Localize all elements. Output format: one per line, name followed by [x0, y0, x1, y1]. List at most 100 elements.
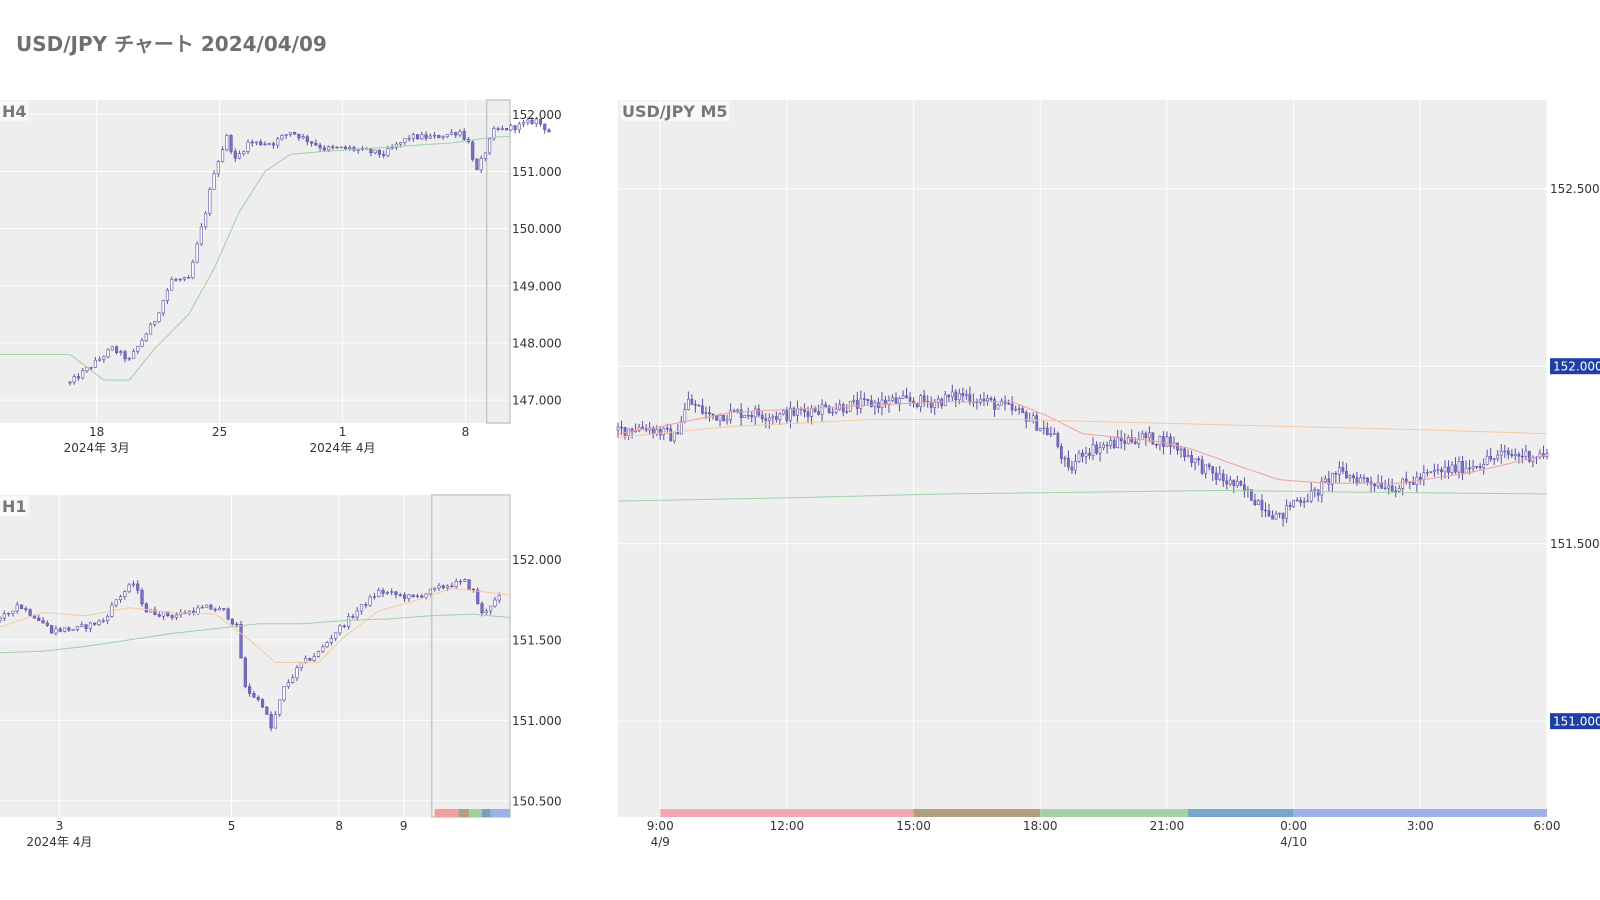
h4-candle [377, 149, 381, 155]
h4-candle [301, 136, 305, 139]
h1-candle [394, 591, 398, 595]
m5-candle [852, 400, 856, 402]
m5-candle [672, 431, 676, 442]
m5-candle [1271, 515, 1274, 520]
m5-candle [1524, 450, 1528, 457]
h1-candle [351, 616, 355, 618]
m5-price-badge [1550, 713, 1600, 730]
h4-candle [199, 226, 203, 245]
m5-candle [1517, 453, 1521, 457]
m5-candle [989, 398, 993, 400]
m5-candle [968, 394, 972, 403]
m5-candle [774, 416, 778, 420]
m5-candle [1355, 477, 1359, 484]
h4-candle [348, 147, 352, 149]
m5-candle [1478, 466, 1482, 468]
m5-candle [623, 426, 627, 436]
m5-candle [1313, 489, 1317, 492]
m5-candle [637, 426, 641, 432]
m5-candle [891, 397, 894, 401]
h4-candle [216, 161, 220, 175]
m5-candle [1140, 433, 1144, 440]
h4-candle [220, 149, 225, 162]
h4-candle [437, 134, 441, 139]
m5-candle [1464, 467, 1468, 474]
m5-candle [690, 398, 694, 405]
h4-plot-area [0, 100, 510, 423]
h4-candle [115, 346, 119, 353]
m5-x-tick-label: 12:00 [770, 819, 805, 833]
m5-candle [979, 398, 982, 404]
h1-candle [402, 594, 407, 599]
h1-candle [269, 714, 273, 729]
h4-candle [483, 152, 487, 159]
m5-candle [1081, 452, 1084, 457]
h1-x-tick-label: 8 [335, 819, 343, 833]
h4-candle [492, 128, 496, 140]
h4-y-tick-label: 150.000 [512, 222, 562, 236]
m5-candle [1067, 457, 1070, 468]
h1-candle [398, 594, 402, 596]
m5-candle [936, 398, 940, 403]
m5-candle [1186, 455, 1190, 458]
h1-candle [24, 608, 28, 610]
h1-candle [295, 667, 299, 679]
m5-candle [658, 429, 662, 436]
h1-candle [54, 628, 58, 634]
m5-candle [722, 414, 725, 422]
m5-candle [1197, 458, 1200, 461]
h4-x-tick-sublabel: 2024年 4月 [310, 441, 376, 455]
m5-candle [1169, 436, 1172, 447]
m5-candle [1299, 500, 1303, 503]
m5-candle [1513, 453, 1517, 456]
h1-candle [239, 623, 243, 659]
h4-x-tick-label: 8 [462, 425, 470, 439]
m5-candle [1387, 485, 1391, 489]
h4-x-tick-label: 1 [339, 425, 347, 439]
h4-title: H4 [2, 102, 27, 121]
h1-candle [454, 581, 458, 587]
m5-candle [1489, 455, 1493, 460]
h1-candle [144, 603, 148, 613]
m5-candle [620, 426, 623, 429]
m5-candle [965, 394, 968, 397]
h1-candle [153, 609, 157, 615]
m5-x-tick-sublabel: 4/10 [1280, 835, 1307, 849]
m5-candle [1503, 450, 1507, 453]
h1-candle [446, 585, 450, 589]
m5-candle [901, 395, 905, 399]
h1-candle [467, 579, 471, 590]
m5-candle [1267, 510, 1271, 517]
h4-candle [475, 159, 479, 171]
m5-candle [736, 409, 739, 412]
m5-candle [1035, 415, 1039, 431]
m5-candle [961, 393, 965, 397]
h4-candle [428, 135, 432, 139]
m5-candle [1330, 473, 1334, 485]
h1-candle [235, 623, 239, 626]
h1-candle [118, 596, 123, 601]
m5-candle [757, 408, 761, 416]
h4-candle [369, 148, 373, 154]
h1-candle [248, 686, 252, 694]
h4-candle [165, 289, 170, 301]
m5-candle [982, 398, 986, 402]
m5-candle [943, 394, 947, 407]
h4-candle [449, 132, 454, 135]
h4-candle [68, 381, 72, 384]
m5-candle [1070, 466, 1074, 471]
h4-candle [441, 136, 445, 139]
m5-candle [1148, 432, 1151, 439]
h4-highlight-region [485, 99, 511, 424]
h1-candle [260, 699, 265, 708]
m5-candle [1007, 403, 1010, 405]
h1-candle [15, 604, 19, 612]
m5-x-tick-label: 21:00 [1150, 819, 1185, 833]
h1-candle [106, 616, 110, 622]
m5-candle [905, 395, 908, 398]
m5-candle [725, 419, 729, 422]
m5-candle [1193, 458, 1197, 463]
m5-candle [817, 411, 820, 415]
h1-candle [101, 620, 105, 622]
m5-candle [1183, 448, 1186, 458]
